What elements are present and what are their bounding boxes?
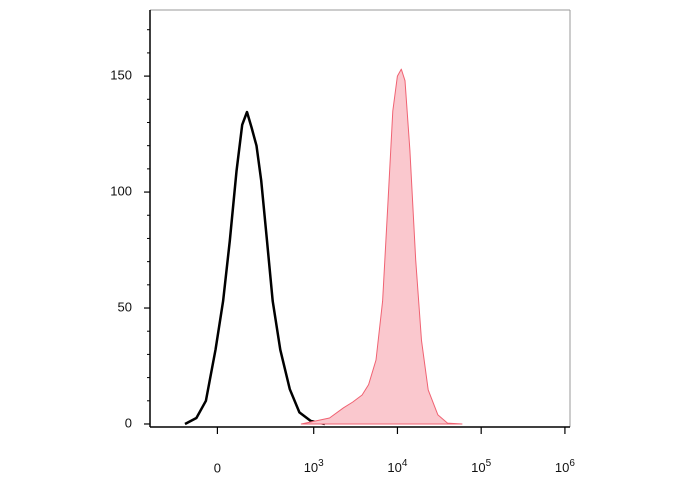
- y-tick-label: 0: [125, 415, 132, 430]
- x-tick-base: 10: [387, 460, 401, 475]
- x-tick-base: 10: [304, 460, 318, 475]
- histogram-area: [300, 68, 463, 425]
- x-tick-label: 0: [214, 460, 221, 475]
- x-tick-exponent: 3: [318, 458, 324, 469]
- x-tick-exponent: 6: [569, 458, 575, 469]
- x-tick-exponent: 4: [402, 458, 408, 469]
- x-tick-exponent: 5: [486, 458, 492, 469]
- x-tick-base: 10: [471, 460, 485, 475]
- y-tick-label: 50: [118, 299, 132, 314]
- x-tick-base: 10: [555, 460, 569, 475]
- histogram-line: [184, 110, 326, 426]
- x-tick-label: 104: [387, 458, 407, 476]
- y-tick-label: 100: [110, 183, 132, 198]
- x-tick-label: 105: [471, 458, 491, 476]
- x-tick-label: 103: [304, 458, 324, 476]
- y-tick-label: 150: [110, 68, 132, 83]
- x-tick-label: 106: [555, 458, 575, 476]
